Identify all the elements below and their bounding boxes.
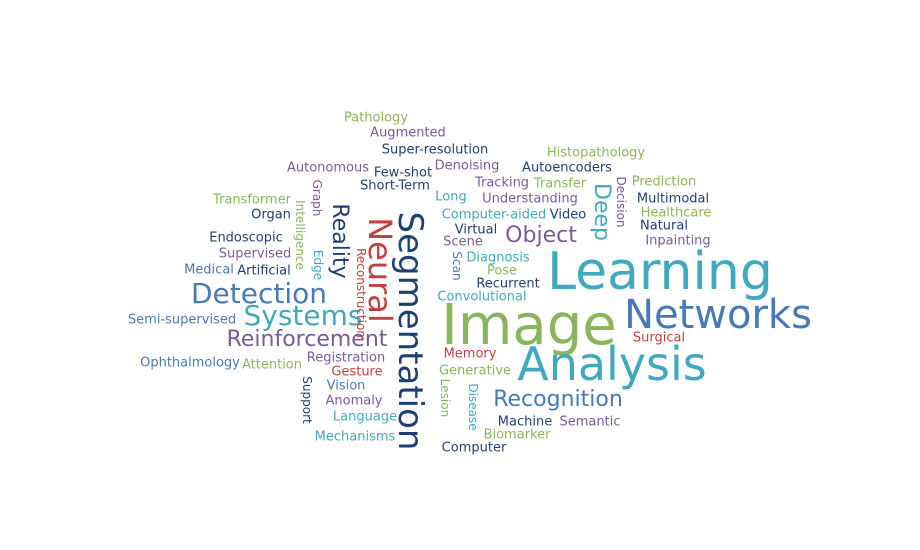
word: Supervised: [218, 246, 292, 262]
word: Pose: [486, 263, 518, 279]
word: Few-shot: [373, 165, 433, 181]
word: Denoising: [434, 158, 500, 174]
word: Generative: [438, 363, 512, 379]
word: Pathology: [343, 110, 409, 126]
word: Recurrent: [476, 276, 540, 292]
word: Video: [549, 207, 587, 223]
word: Long: [435, 189, 467, 205]
word-vertical: Lesion: [438, 378, 452, 418]
word: Machine: [497, 414, 553, 430]
word: Systems: [243, 299, 363, 332]
word: Image: [441, 293, 617, 358]
word: Detection: [190, 277, 328, 310]
word-vertical: Deep: [589, 183, 614, 241]
word: Inpainting: [645, 233, 711, 249]
word: Networks: [624, 292, 812, 338]
word: Convolutional: [437, 289, 527, 305]
word: Attention: [242, 357, 302, 373]
word: Natural: [640, 218, 688, 234]
word: Computer-aided: [441, 207, 547, 223]
word: Transfer: [533, 176, 587, 192]
word: Organ: [251, 207, 291, 223]
word: Analysis: [517, 337, 707, 391]
word: Anomaly: [325, 393, 383, 409]
word-vertical: Graph: [310, 179, 324, 217]
word: Prediction: [631, 174, 697, 190]
word: Computer: [441, 440, 507, 456]
word: Endoscopic: [209, 230, 283, 246]
word: Reinforcement: [226, 327, 388, 352]
word: Histopathology: [546, 145, 646, 161]
word: Autoencoders: [522, 160, 612, 176]
word: Artificial: [237, 263, 291, 279]
word-vertical: Edge: [311, 249, 325, 281]
word-vertical: Support: [300, 376, 314, 424]
word-vertical: Disease: [466, 383, 480, 431]
word: Learning: [547, 242, 773, 302]
word: Tracking: [474, 175, 530, 191]
word-vertical: Segmentation: [390, 211, 430, 451]
word: Transformer: [212, 192, 292, 208]
word: Scene: [443, 234, 483, 250]
word-vertical: Intelligence: [293, 200, 307, 270]
word: Biomarker: [483, 427, 551, 443]
word: Language: [332, 409, 398, 425]
word: Recognition: [493, 387, 623, 412]
word-vertical: Reality: [327, 203, 352, 279]
word: Diagnosis: [466, 250, 530, 266]
word: Short-Term: [360, 178, 430, 194]
word-vertical: Decision: [614, 176, 628, 228]
word: Surgical: [632, 330, 686, 346]
word: Super-resolution: [381, 142, 489, 158]
word: Vision: [326, 378, 366, 394]
word: Autonomous: [286, 160, 370, 176]
word: Object: [505, 223, 577, 248]
word: Registration: [306, 350, 386, 366]
word: Augmented: [370, 125, 446, 141]
word: Semi-supervised: [127, 312, 237, 328]
word: Understanding: [482, 191, 578, 207]
word: Mechanisms: [314, 429, 396, 445]
word: Multimodal: [636, 191, 710, 207]
word: Medical: [184, 262, 234, 278]
word: Virtual: [454, 222, 498, 238]
word-vertical: Scan: [450, 251, 464, 281]
word: Gesture: [331, 364, 383, 380]
word: Healthcare: [640, 205, 712, 221]
word: Ophthalmology: [140, 355, 240, 371]
word: Semantic: [559, 414, 621, 430]
word: Memory: [443, 346, 497, 362]
